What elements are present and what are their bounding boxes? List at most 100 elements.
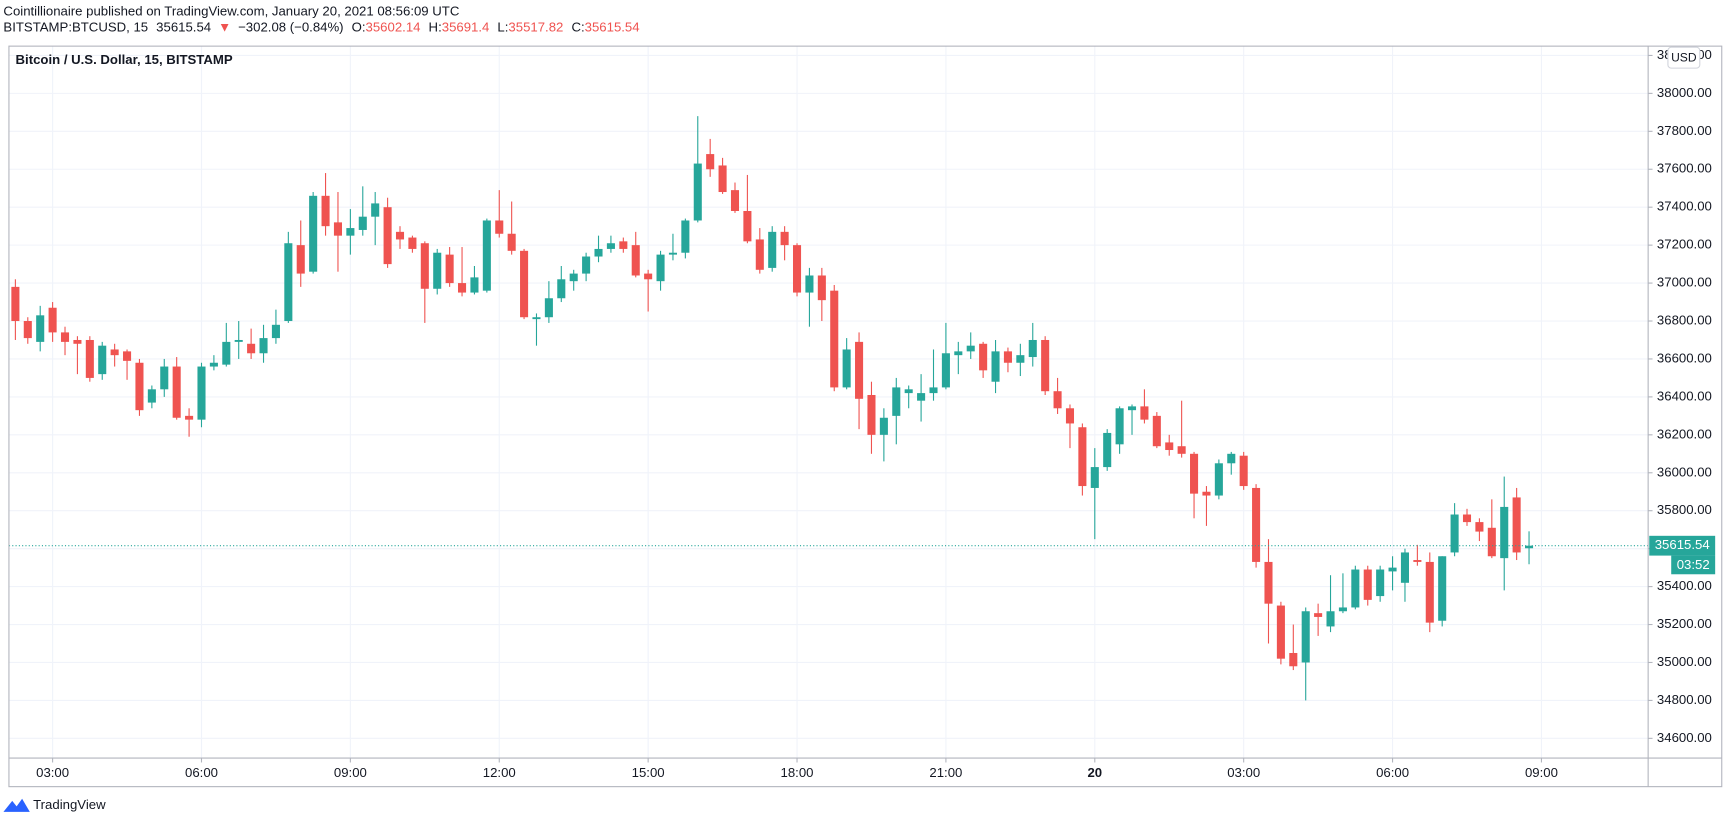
candle-body: [284, 243, 293, 322]
y-tick-label: 38000.00: [1657, 85, 1712, 100]
candle-body: [892, 387, 901, 416]
y-tick-label: 34600.00: [1657, 730, 1712, 745]
y-tick-label: 36400.00: [1657, 388, 1712, 403]
x-tick-label: 06:00: [185, 765, 218, 780]
candle-body: [569, 273, 578, 282]
quote-line: BITSTAMP:BTCUSD, 15 35615.54 ▼ −302.08 (…: [3, 20, 639, 35]
chart-title: Bitcoin / U.S. Dollar, 15, BITSTAMP: [16, 52, 233, 67]
candle-body: [85, 339, 94, 378]
candles: [11, 116, 1534, 701]
x-tick-label: 12:00: [483, 765, 516, 780]
candle-body: [867, 394, 876, 435]
candle-body: [346, 228, 355, 236]
x-tick-label: 20: [1087, 765, 1102, 780]
y-tick-label: 37600.00: [1657, 161, 1712, 176]
candle-body: [805, 275, 814, 293]
countdown-badge: [1671, 555, 1716, 575]
candle-body: [271, 324, 280, 339]
candle-body: [941, 353, 950, 388]
candle-body: [743, 210, 752, 242]
candle-body: [60, 332, 70, 342]
candle-body: [606, 243, 615, 249]
candle-body: [768, 231, 777, 268]
candle-body: [582, 256, 591, 274]
y-tick-label: 36200.00: [1657, 426, 1712, 441]
candle-body: [1264, 561, 1273, 604]
low-value: 35517.82: [508, 20, 563, 35]
countdown: 03:52: [1677, 557, 1710, 572]
y-tick-label: 37400.00: [1657, 199, 1712, 214]
candle-body: [470, 277, 479, 293]
candle-body: [644, 273, 653, 280]
y-tick-label: 35400.00: [1657, 578, 1712, 593]
candle-body: [619, 241, 628, 249]
candle-body: [1227, 453, 1236, 464]
candle-body: [1214, 463, 1223, 496]
y-tick-label: 37800.00: [1657, 123, 1712, 138]
grid: [8, 46, 1653, 763]
y-tick-label: 34800.00: [1657, 692, 1712, 707]
candle-body: [1115, 408, 1124, 445]
candle-body: [160, 366, 169, 390]
candle-body: [904, 389, 913, 394]
y-tick-label: 37000.00: [1657, 275, 1712, 290]
candle-body: [458, 283, 467, 293]
candle-body: [681, 220, 690, 253]
candle-body: [842, 349, 851, 388]
candle-body: [433, 252, 442, 289]
candle-body: [371, 203, 380, 217]
candle-body: [520, 250, 529, 318]
currency-label: USD: [1671, 50, 1697, 64]
symbol: BITSTAMP:BTCUSD, 15: [3, 20, 148, 35]
high-label: H:: [429, 20, 442, 35]
candle-body: [1413, 560, 1422, 562]
candle-body: [247, 343, 256, 354]
candle-body: [954, 351, 963, 356]
open-label: O:: [352, 20, 366, 35]
candle-body: [1376, 569, 1385, 597]
candle-body: [1512, 497, 1521, 553]
candle-body: [73, 339, 82, 344]
candle-body: [879, 417, 888, 435]
candle-body: [507, 233, 516, 251]
candle-body: [718, 165, 727, 193]
change-arrow: ▼: [218, 20, 231, 35]
y-tick-label: 37200.00: [1657, 237, 1712, 252]
candle-body: [1090, 467, 1099, 488]
candle-body: [98, 345, 107, 375]
candle-body: [557, 279, 566, 299]
candle-body: [408, 237, 417, 249]
open-value: 35602.14: [366, 20, 421, 35]
candle-body: [1276, 605, 1285, 659]
candle-body: [1078, 427, 1087, 487]
candle-body: [482, 220, 491, 291]
candle-body: [1152, 415, 1161, 447]
x-tick-label: 15:00: [632, 765, 665, 780]
candle-body: [830, 290, 839, 388]
candle-body: [420, 243, 429, 289]
candle-body: [706, 154, 715, 170]
x-tick-label: 09:00: [1525, 765, 1558, 780]
candle-body: [1165, 442, 1174, 451]
y-tick-label: 35200.00: [1657, 616, 1712, 631]
change: −302.08 (−0.84%): [238, 20, 343, 35]
candle-body: [1003, 351, 1012, 363]
candle-body: [222, 341, 231, 365]
candle-body: [358, 216, 367, 230]
candle-body: [1252, 487, 1261, 562]
candle-body: [1475, 522, 1484, 532]
x-tick-label: 03:00: [1227, 765, 1260, 780]
close-value: 35615.54: [585, 20, 640, 35]
last-price-badge: [1649, 535, 1716, 556]
candle-body: [1239, 455, 1248, 487]
candle-body: [1462, 514, 1472, 523]
candle-body: [631, 245, 640, 276]
x-tick-label: 06:00: [1376, 765, 1409, 780]
candle-body: [1487, 527, 1496, 557]
candle-body: [817, 275, 826, 301]
candle-body: [855, 341, 864, 399]
brand-logo: [3, 798, 30, 812]
candle-body: [1363, 569, 1372, 600]
